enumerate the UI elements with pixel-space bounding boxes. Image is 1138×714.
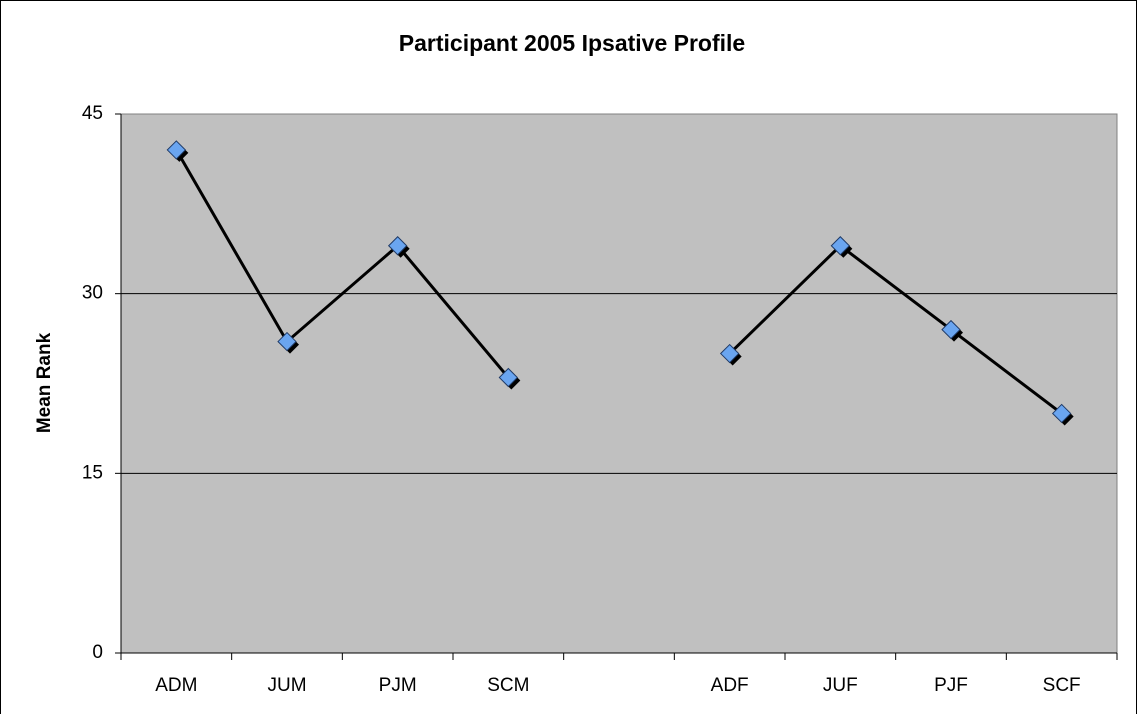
- x-tick-label: PJM: [379, 675, 417, 696]
- y-tick-label: 0: [92, 642, 103, 663]
- marker: [719, 343, 740, 364]
- marker: [166, 140, 187, 160]
- x-tick-label: ADF: [711, 675, 749, 696]
- series-line: [175, 149, 1063, 415]
- marker: [941, 319, 961, 340]
- x-tick-label: PJF: [934, 675, 968, 696]
- marker: [387, 236, 408, 256]
- x-tick-label: SCM: [487, 675, 529, 696]
- x-tick-label: ADM: [155, 675, 197, 696]
- y-tick-label: 15: [82, 462, 103, 483]
- marker: [830, 236, 851, 256]
- y-tick-label: 45: [82, 103, 103, 124]
- x-tick-label: JUF: [823, 675, 858, 696]
- marker: [498, 367, 519, 388]
- marker: [1051, 403, 1072, 424]
- x-tick-label: SCF: [1043, 675, 1081, 696]
- chart-title: Participant 2005 Ipsative Profile: [399, 30, 745, 56]
- x-tick-label: JUM: [267, 675, 306, 696]
- marker: [277, 331, 297, 352]
- y-tick-label: 30: [82, 283, 103, 304]
- plot-area: [120, 113, 1118, 654]
- y-axis-title: Mean Rank: [34, 332, 55, 433]
